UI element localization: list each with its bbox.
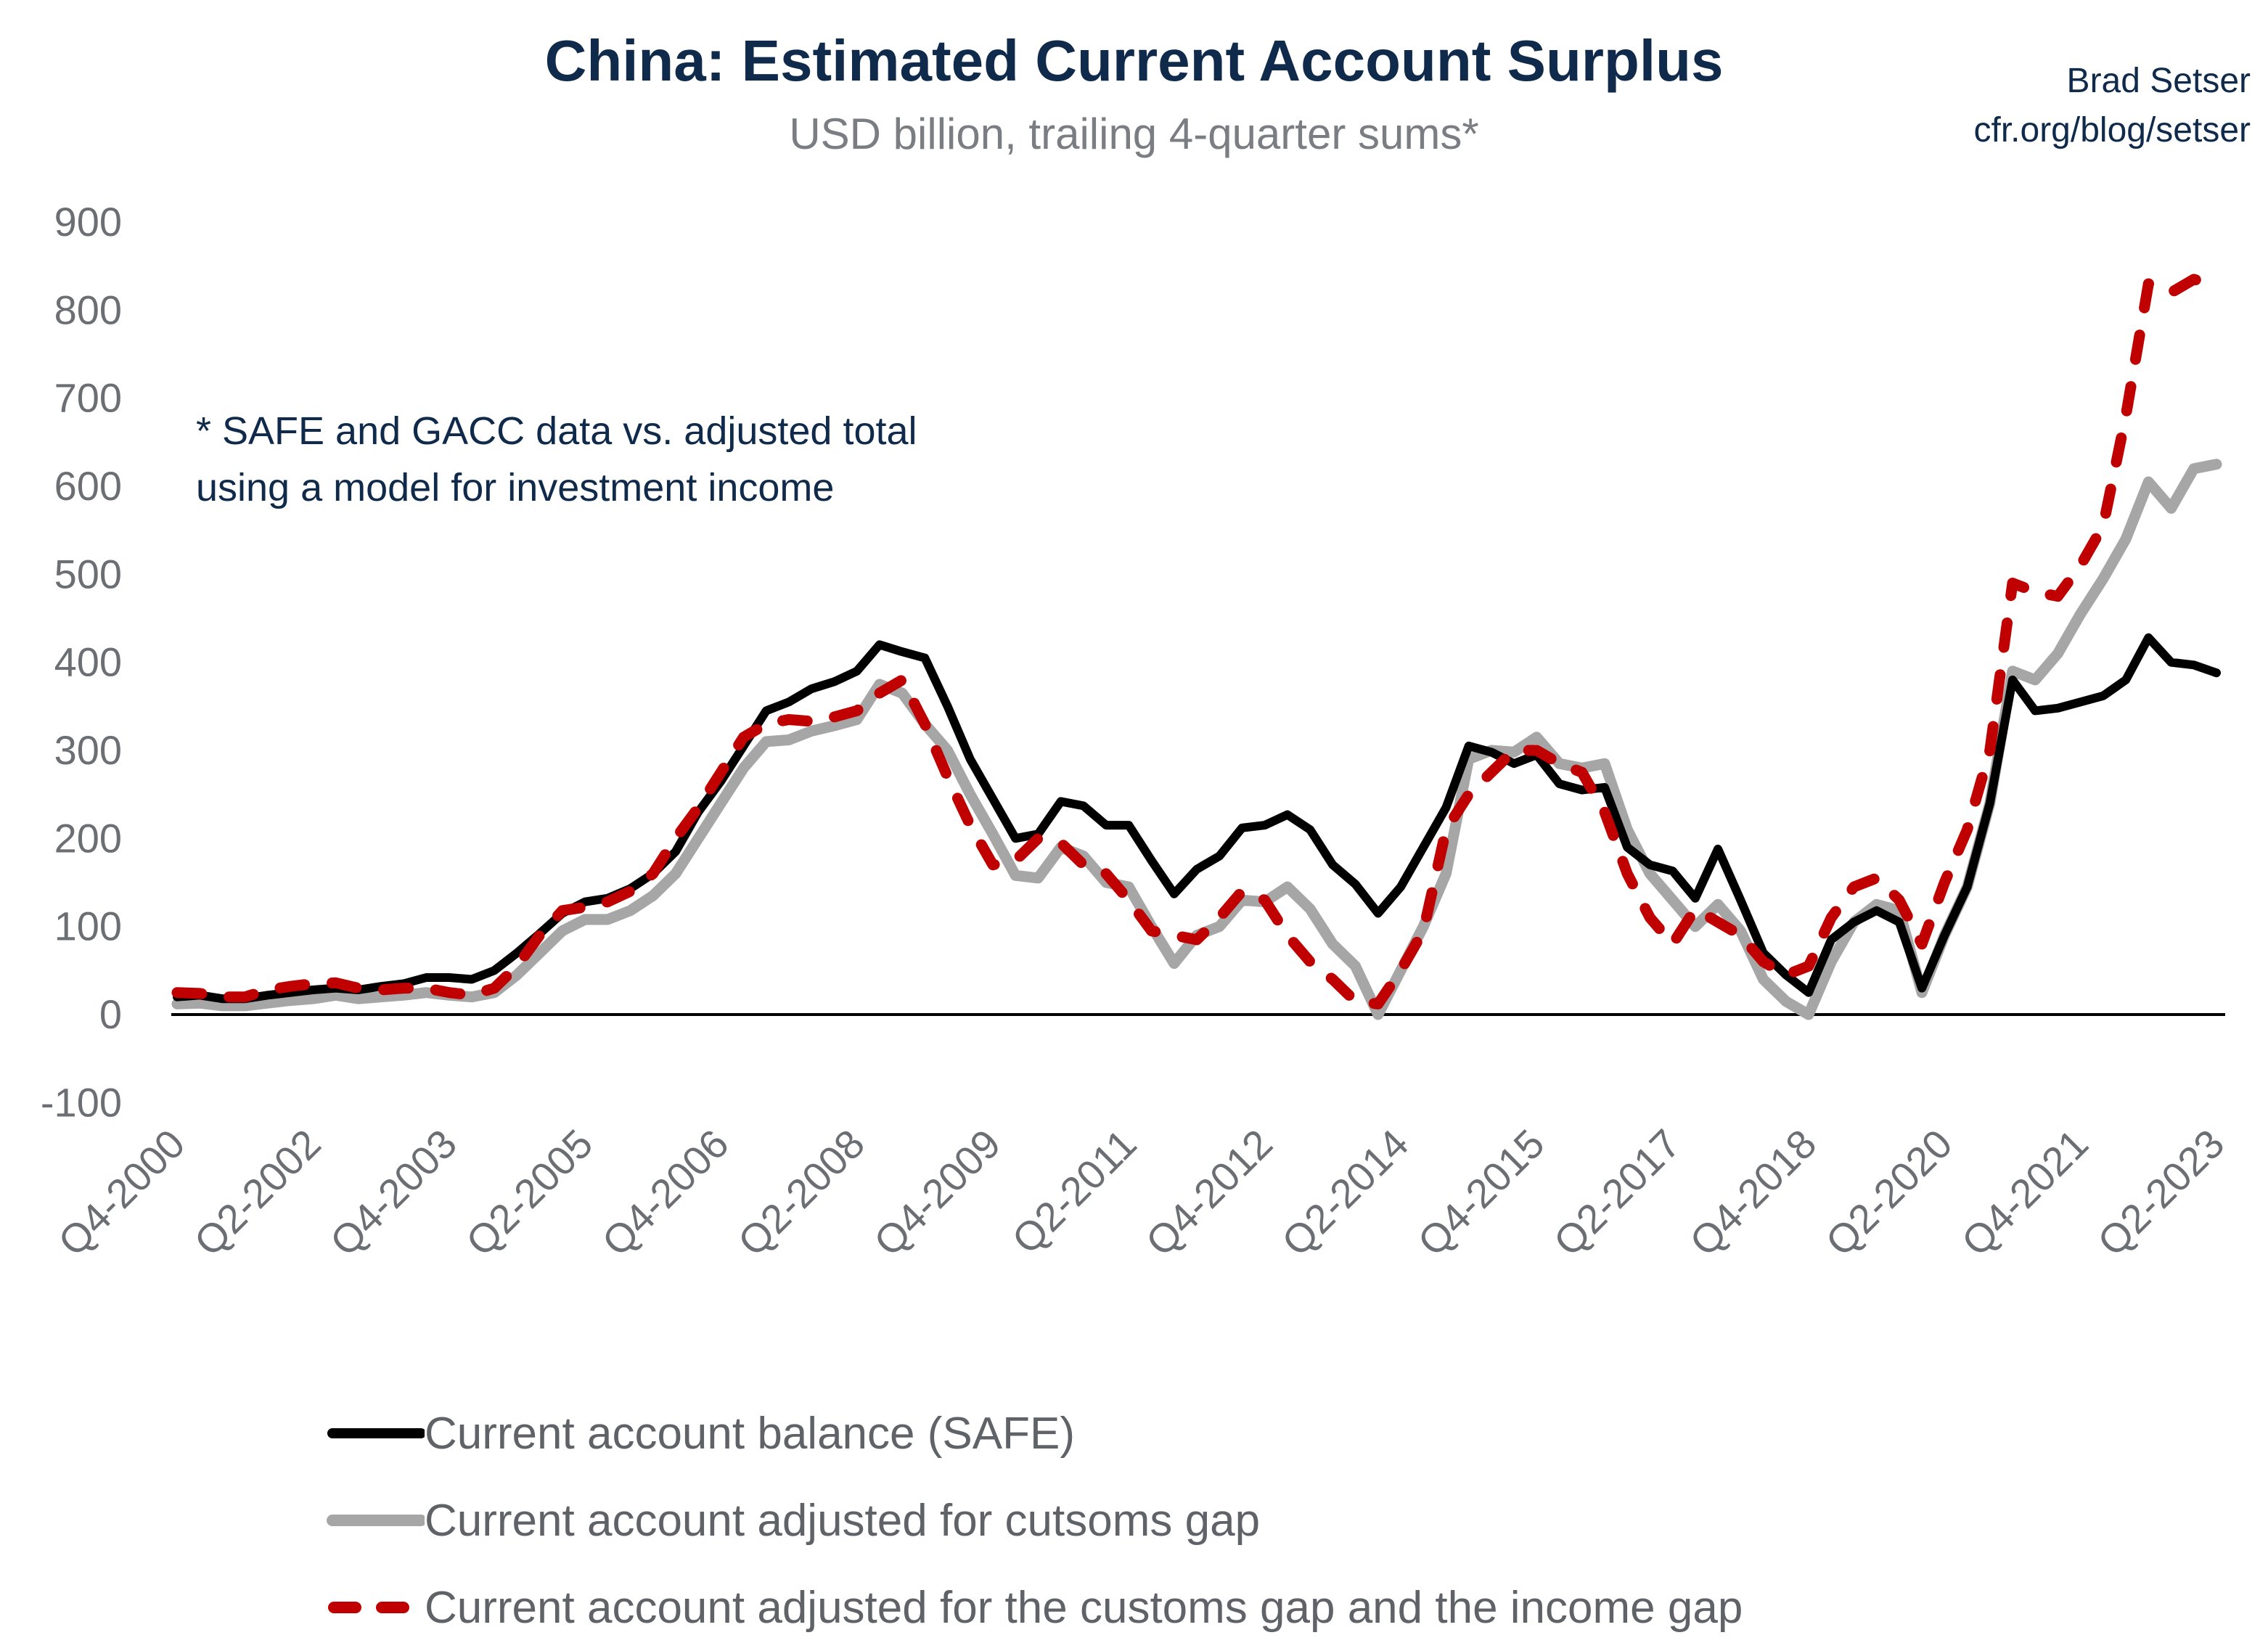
y-tick-label: 0 — [99, 991, 122, 1037]
x-tick-label: Q2-2011 — [1003, 1121, 1145, 1263]
x-tick-label: Q2-2017 — [1544, 1121, 1689, 1265]
y-tick-label: 300 — [54, 727, 122, 773]
y-tick-label: 900 — [54, 199, 122, 245]
x-tick-label: Q4-2006 — [593, 1121, 737, 1265]
legend-swatch-customs-income — [328, 1602, 425, 1613]
x-tick-label: Q2-2008 — [729, 1121, 873, 1265]
legend-item-customs-income: Current account adjusted for the customs… — [327, 1564, 1743, 1651]
y-tick-label: 500 — [54, 551, 122, 597]
annotation-line-1: * SAFE and GACC data vs. adjusted total — [196, 409, 917, 453]
x-tick-label: Q2-2023 — [2089, 1121, 2233, 1265]
legend: Current account balance (SAFE) Current a… — [327, 1390, 1743, 1651]
legend-label: Current account adjusted for cutsoms gap — [425, 1495, 1261, 1546]
annotation-note: * SAFE and GACC data vs. adjusted total … — [196, 403, 917, 516]
x-tick-label: Q2-2005 — [457, 1121, 602, 1265]
legend-item-customs: Current account adjusted for cutsoms gap — [327, 1477, 1743, 1564]
x-tick-label: Q4-2021 — [1952, 1121, 2097, 1265]
x-tick-label: Q4-2018 — [1681, 1121, 1825, 1265]
y-tick-label: 100 — [54, 904, 122, 949]
series-line-safe — [173, 633, 2221, 1004]
credit-author: Brad Setser — [2066, 62, 2251, 100]
x-tick-label: Q4-2015 — [1409, 1121, 1553, 1265]
credit: Brad Setser cfr.org/blog/setser — [1973, 57, 2251, 155]
legend-swatch-safe — [327, 1428, 425, 1438]
credit-url: cfr.org/blog/setser — [1973, 111, 2251, 149]
chart-title: China: Estimated Current Account Surplus — [544, 28, 1724, 93]
series-line-customs-adjusted — [171, 459, 2222, 1020]
x-tick-label: Q2-2014 — [1273, 1121, 1417, 1265]
x-tick-label: Q4-2009 — [865, 1121, 1010, 1265]
y-tick-label: 400 — [54, 639, 122, 685]
line-chart: 9008007006005004003002001000-100Q4-2000Q… — [41, 199, 2233, 1265]
y-tick-label: 600 — [54, 463, 122, 509]
series-line-customs-income-adjusted — [171, 274, 2222, 1009]
legend-swatch-customs — [327, 1515, 425, 1526]
y-tick-label: -100 — [41, 1079, 122, 1125]
y-tick-label: 200 — [54, 815, 122, 861]
x-tick-label: Q2-2002 — [185, 1121, 329, 1265]
x-tick-label: Q4-2003 — [321, 1121, 465, 1265]
annotation-line-2: using a model for investment income — [196, 466, 835, 509]
legend-item-safe: Current account balance (SAFE) — [327, 1390, 1743, 1477]
y-tick-label: 700 — [54, 375, 122, 421]
y-tick-label: 800 — [54, 287, 122, 332]
chart-subtitle: USD billion, trailing 4-quarter sums* — [789, 110, 1479, 158]
x-tick-label: Q4-2012 — [1137, 1121, 1281, 1265]
legend-label: Current account adjusted for the customs… — [425, 1582, 1743, 1633]
x-tick-label: Q4-2000 — [49, 1121, 194, 1265]
x-tick-label: Q2-2020 — [1817, 1121, 1961, 1265]
legend-label: Current account balance (SAFE) — [425, 1408, 1075, 1459]
